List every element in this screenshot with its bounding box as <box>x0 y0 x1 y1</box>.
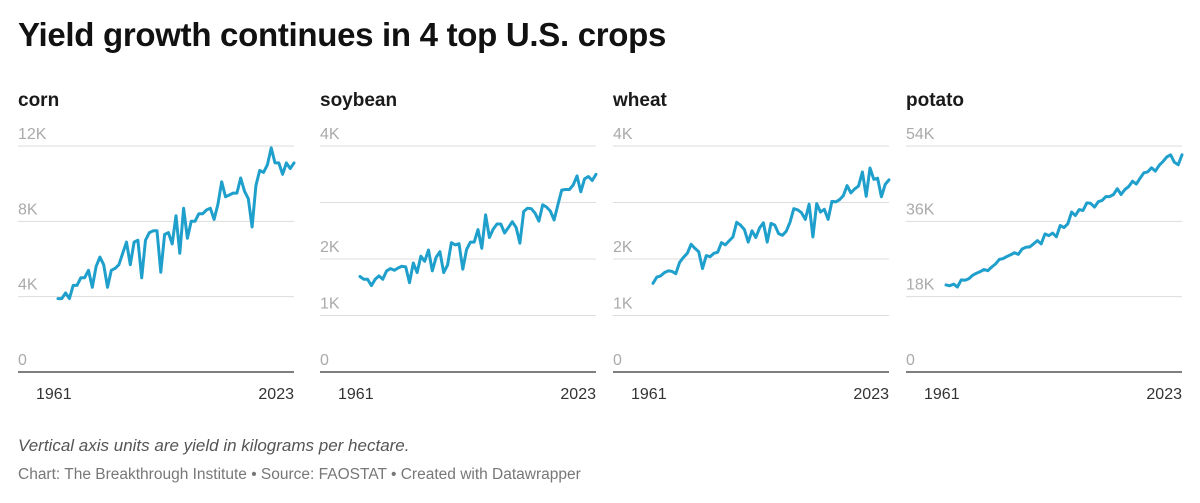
y-tick-label: 4K <box>613 126 633 143</box>
y-tick-label: 1K <box>320 296 340 313</box>
y-tick-label: 4K <box>18 277 38 294</box>
panel-wheat: wheat 0 1K 2K 4K 1961 2023 <box>613 90 891 410</box>
y-tick-label: 54K <box>906 126 935 143</box>
y-tick-label: 0 <box>906 352 915 369</box>
x-tick-label-start: 1961 <box>631 386 667 403</box>
y-tick-label: 2K <box>320 239 340 256</box>
series-line-soybean <box>358 172 598 288</box>
y-tick-label: 18K <box>906 277 935 294</box>
y-tick-label: 1K <box>613 296 633 313</box>
source-credit: Chart: The Breakthrough Institute • Sour… <box>18 466 581 483</box>
y-tick-label: 4K <box>320 126 340 143</box>
chart-potato: 0 18K 36K 54K 1961 2023 <box>906 126 1184 403</box>
panel-title-wheat: wheat <box>613 90 667 111</box>
x-tick-label-start: 1961 <box>36 386 72 403</box>
x-tick-label-end: 2023 <box>258 386 294 403</box>
x-tick-label-end: 2023 <box>853 386 889 403</box>
y-tick-label: 0 <box>320 352 329 369</box>
panel-soybean: soybean 0 1K 2K 4K 1961 2023 <box>320 90 598 410</box>
chart-soybean: 0 1K 2K 4K 1961 2023 <box>320 126 598 403</box>
y-tick-label: 36K <box>906 201 935 218</box>
y-tick-label: 0 <box>613 352 622 369</box>
series-line-corn <box>56 146 296 301</box>
y-tick-label: 12K <box>18 126 47 143</box>
x-tick-label-start: 1961 <box>338 386 374 403</box>
y-tick-label: 0 <box>18 352 27 369</box>
panel-potato: potato 0 18K 36K 54K 1961 2023 <box>906 90 1184 410</box>
axis-units-note: Vertical axis units are yield in kilogra… <box>18 436 410 455</box>
chart-corn: 0 4K 8K 12K 1961 2023 <box>18 126 296 403</box>
x-tick-label-start: 1961 <box>924 386 960 403</box>
panel-corn: corn 0 4K 8K 12K 1961 2023 <box>18 90 296 410</box>
x-tick-label-end: 2023 <box>1146 386 1182 403</box>
y-tick-label: 2K <box>613 239 633 256</box>
series-line-potato <box>944 153 1184 289</box>
chart-wheat: 0 1K 2K 4K 1961 2023 <box>613 126 891 403</box>
x-tick-label-end: 2023 <box>560 386 596 403</box>
chart-title: Yield growth continues in 4 top U.S. cro… <box>18 16 667 53</box>
panel-title-soybean: soybean <box>320 90 398 111</box>
series-line-wheat <box>651 166 891 285</box>
panel-title-potato: potato <box>906 90 965 111</box>
y-tick-label: 8K <box>18 201 38 218</box>
panel-title-corn: corn <box>18 90 60 111</box>
